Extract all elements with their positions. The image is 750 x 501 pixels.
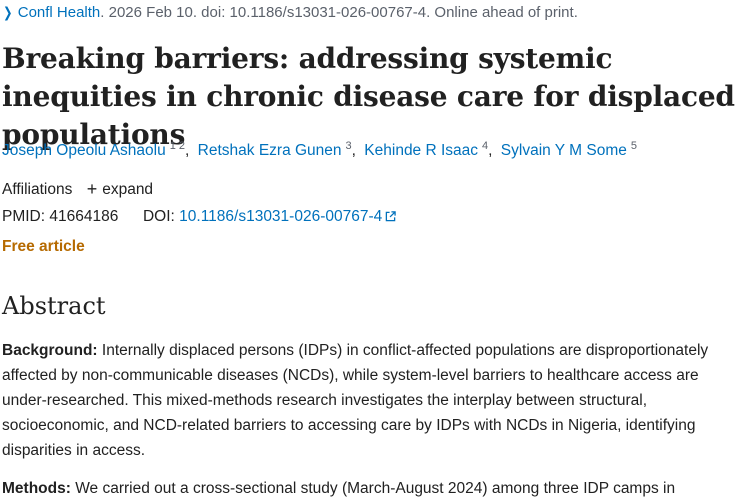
doi-value: 10.1186/s13031-026-00767-4: [179, 208, 383, 225]
author-link[interactable]: Kehinde R Isaac: [364, 142, 479, 159]
chevron-right-icon[interactable]: ❯: [3, 4, 13, 20]
expand-label: expand: [102, 181, 154, 198]
separator: ,: [185, 142, 190, 159]
affiliations-label: Affiliations: [2, 181, 73, 198]
author-link[interactable]: Joseph Opeolu Ashaolu: [2, 142, 166, 159]
affiliations-row: Affiliations + expand: [2, 179, 153, 200]
background-label: Background:: [2, 342, 98, 359]
author-list: Joseph Opeolu Ashaolu 1 2, Retshak Ezra G…: [2, 140, 637, 160]
doi-label: DOI:: [142, 208, 175, 225]
abstract-background: Background: Internally displaced persons…: [2, 338, 740, 463]
author-affiliation-ref[interactable]: 1 2: [169, 140, 186, 152]
author-link[interactable]: Sylvain Y M Some: [500, 142, 627, 159]
abstract-methods: Methods: We carried out a cross-sectiona…: [2, 476, 740, 501]
plus-icon: +: [86, 179, 98, 199]
author-link[interactable]: Retshak Ezra Gunen: [197, 142, 342, 159]
pmid: PMID: 41664186: [2, 208, 119, 225]
author-affiliation-ref[interactable]: 3: [345, 140, 352, 152]
external-link-icon: [385, 211, 396, 222]
doi-link[interactable]: 10.1186/s13031-026-00767-4: [179, 208, 396, 225]
methods-text: We carried out a cross-sectional study (…: [70, 480, 676, 497]
citation-line: ❯ Confl Health. 2026 Feb 10. doi: 10.1186…: [2, 4, 578, 21]
identifiers-row: PMID: 41664186 DOI: 10.1186/s13031-026-0…: [2, 208, 396, 226]
background-text: Internally displaced persons (IDPs) in c…: [2, 342, 709, 459]
journal-link[interactable]: Confl Health: [17, 4, 101, 21]
free-article-badge: Free article: [2, 238, 85, 255]
separator: ,: [488, 142, 493, 159]
author-affiliation-ref[interactable]: 4: [482, 140, 489, 152]
methods-label: Methods:: [2, 480, 71, 497]
expand-affiliations-button[interactable]: + expand: [86, 179, 154, 199]
article-title: Breaking barriers: addressing systemic i…: [2, 42, 735, 151]
separator: ,: [351, 142, 356, 159]
citation-details: . 2026 Feb 10. doi: 10.1186/s13031-026-0…: [100, 4, 578, 21]
author-affiliation-ref[interactable]: 5: [630, 140, 637, 152]
abstract-heading: Abstract: [2, 292, 106, 320]
